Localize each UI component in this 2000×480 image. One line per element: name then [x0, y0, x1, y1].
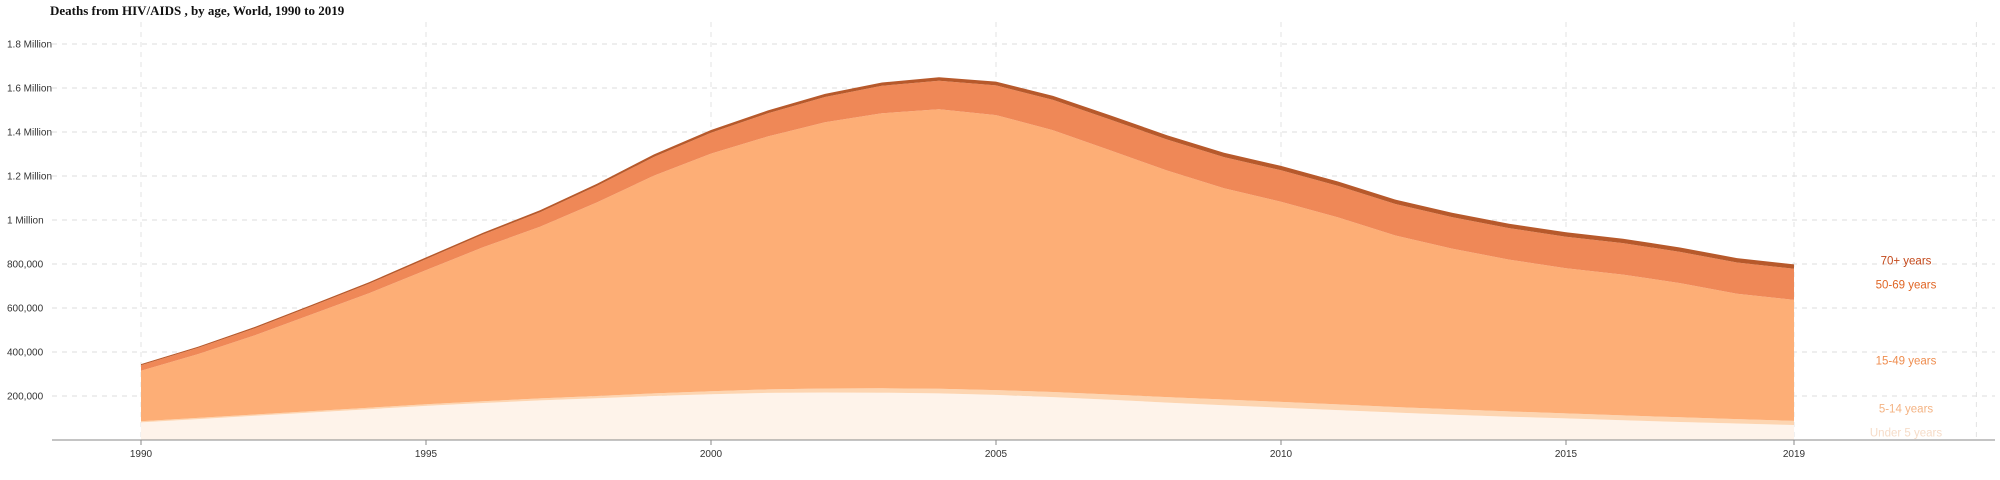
- x-tick-label: 2019: [1783, 449, 1806, 460]
- y-tick-label: 200,000: [7, 392, 44, 403]
- area-series-3: [141, 80, 1794, 371]
- area-series-2: [141, 109, 1794, 422]
- x-tick-label: 2010: [1270, 449, 1293, 460]
- x-tick-label: 2005: [985, 449, 1008, 460]
- y-tick-label: 1.4 Million: [7, 128, 52, 139]
- x-tick-label: 2015: [1555, 449, 1578, 460]
- legend-label-series-3: 50-69 years: [1876, 279, 1937, 291]
- x-tick-label: 2000: [700, 449, 723, 460]
- y-tick-label: 600,000: [7, 304, 44, 315]
- legend-label-series-4: 70+ years: [1881, 255, 1932, 267]
- area-series-0: [141, 392, 1794, 440]
- legend-label-series-0: Under 5 years: [1870, 428, 1942, 440]
- y-tick-label: 1 Million: [7, 216, 44, 227]
- chart-title: Deaths from HIV/AIDS , by age, World, 19…: [50, 3, 345, 18]
- area-layer: [141, 77, 1794, 440]
- x-tick-label: 1995: [415, 449, 438, 460]
- y-tick-label: 1.6 Million: [7, 84, 52, 95]
- x-tick-label: 1990: [130, 449, 153, 460]
- legend-label-series-2: 15-49 years: [1876, 355, 1937, 367]
- y-tick-label: 1.2 Million: [7, 172, 52, 183]
- y-tick-label: 800,000: [7, 260, 44, 271]
- axis-layer: 200,000 400,000 600,000 800,000 1 Million 1.2…: [7, 40, 1995, 460]
- legend-layer: Under 5 years 5-14 years 15-49 years 50-69 …: [1870, 255, 1942, 439]
- legend-label-series-1: 5-14 years: [1879, 404, 1934, 416]
- y-tick-label: 1.8 Million: [7, 40, 52, 51]
- y-tick-label: 400,000: [7, 348, 44, 359]
